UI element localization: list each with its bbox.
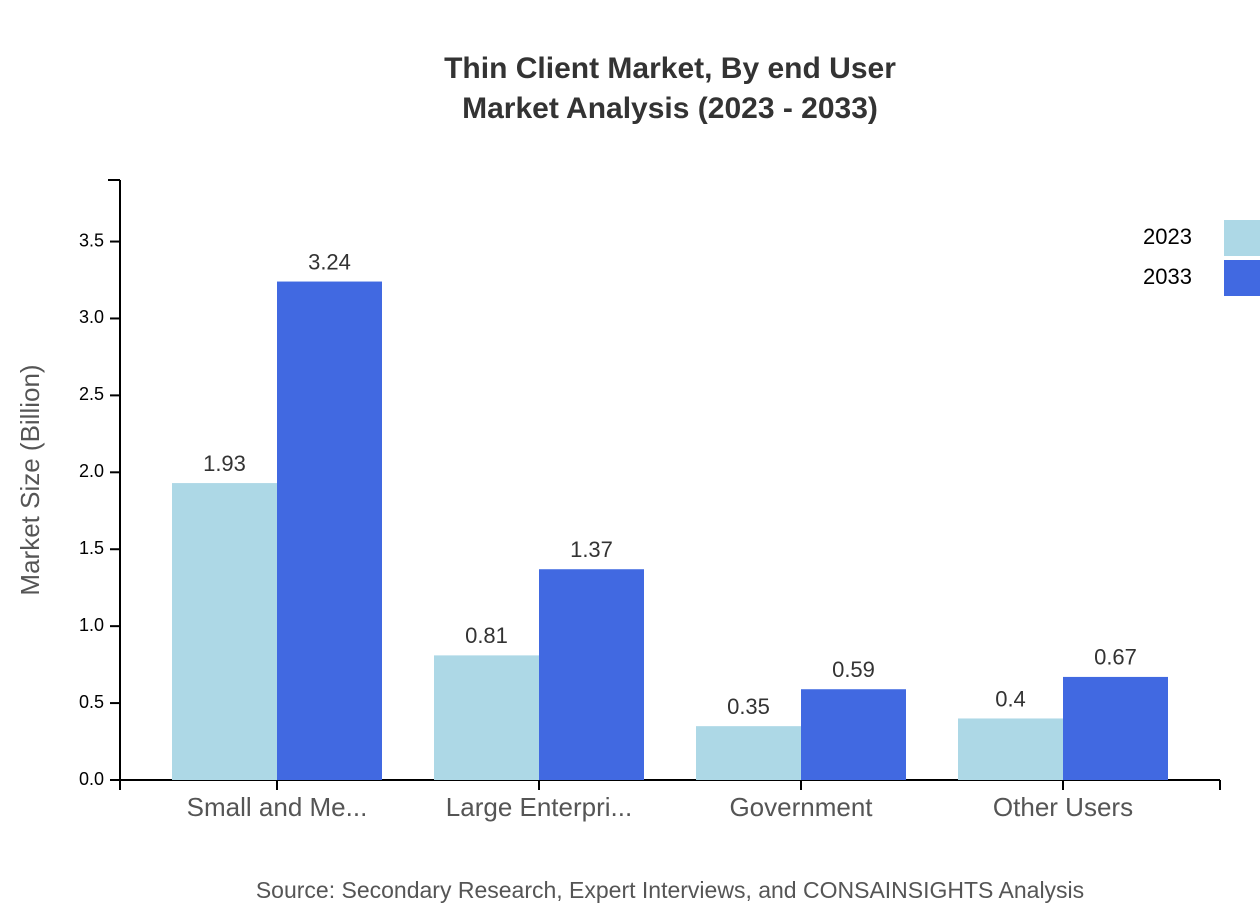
y-axis-label: Market Size (Billion) — [15, 364, 45, 595]
value-label: 1.93 — [203, 451, 246, 476]
legend-label: 2023 — [1143, 224, 1192, 249]
bar — [434, 655, 539, 780]
bar — [801, 689, 906, 780]
value-label: 0.59 — [832, 657, 875, 682]
value-label: 0.35 — [727, 694, 770, 719]
chart-title: Thin Client Market, By end User — [444, 52, 896, 85]
bar — [172, 483, 277, 780]
chart-subtitle: Market Analysis (2023 - 2033) — [462, 92, 878, 125]
y-tick-label: 0.0 — [79, 769, 104, 789]
value-label: 1.37 — [570, 537, 613, 562]
source-note: Source: Secondary Research, Expert Inter… — [256, 877, 1084, 903]
bar — [539, 569, 644, 780]
y-tick-label: 2.0 — [79, 461, 104, 481]
y-tick-label: 0.5 — [79, 692, 104, 712]
x-tick-label: Government — [729, 792, 873, 822]
legend-swatch — [1224, 260, 1260, 296]
bar — [696, 726, 801, 780]
y-tick-label: 1.0 — [79, 615, 104, 635]
y-tick-label: 3.0 — [79, 307, 104, 327]
legend-label: 2033 — [1143, 264, 1192, 289]
bar — [958, 718, 1063, 780]
y-tick-label: 1.5 — [79, 538, 104, 558]
x-tick-label: Large Enterpri... — [446, 792, 632, 822]
value-label: 0.81 — [465, 623, 508, 648]
value-label: 0.67 — [1094, 645, 1137, 670]
x-tick-label: Small and Me... — [187, 792, 368, 822]
legend-swatch — [1224, 220, 1260, 256]
y-tick-label: 3.5 — [79, 230, 104, 250]
bar — [277, 281, 382, 780]
value-label: 0.4 — [995, 686, 1026, 711]
bar — [1063, 676, 1168, 780]
x-tick-label: Other Users — [993, 792, 1133, 822]
value-label: 3.24 — [308, 249, 351, 274]
y-tick-label: 2.5 — [79, 384, 104, 404]
